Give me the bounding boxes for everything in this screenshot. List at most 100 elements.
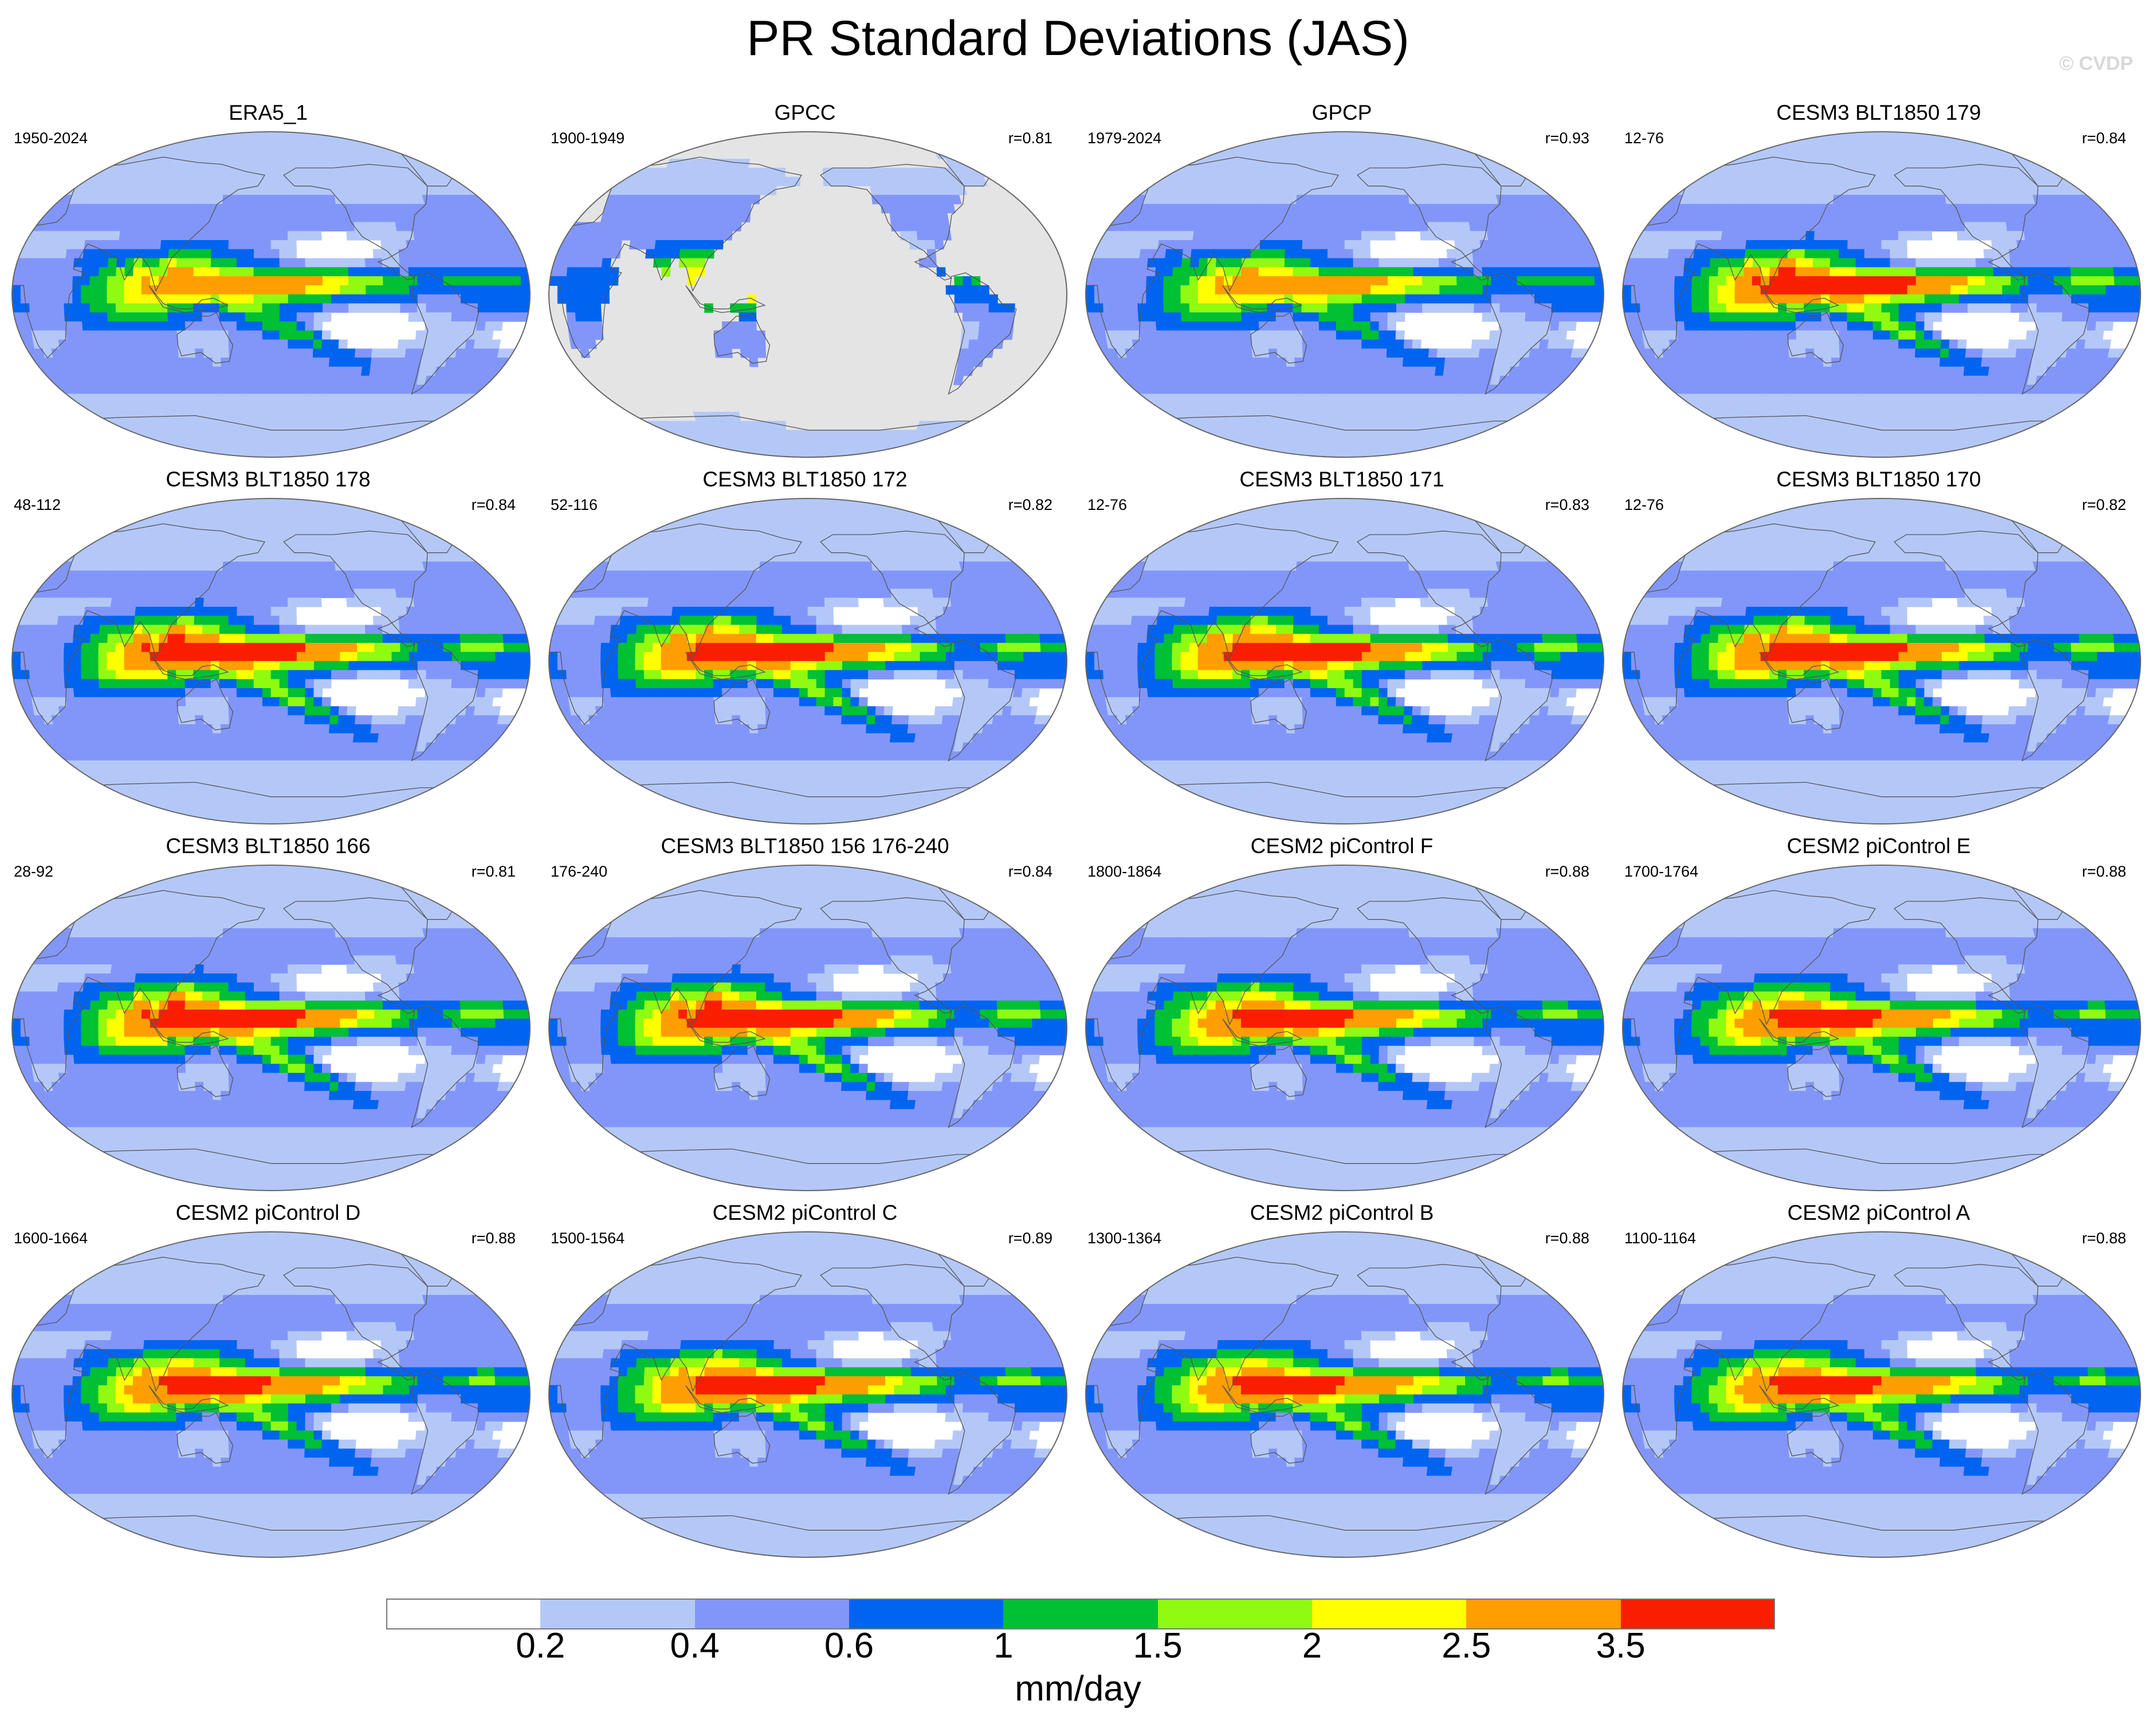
field-cell <box>32 186 45 195</box>
field-cell <box>294 375 304 386</box>
field-cell <box>44 384 57 394</box>
field-cell <box>438 430 453 439</box>
field-cell <box>75 240 86 250</box>
coastline <box>948 272 1017 395</box>
field-cell <box>339 258 349 268</box>
field-cell <box>270 167 279 178</box>
field-cell <box>262 339 272 349</box>
field-cell <box>1401 366 1412 376</box>
field-cell <box>138 140 151 150</box>
field-cell <box>674 439 688 449</box>
field-cell <box>115 285 125 295</box>
field-cell <box>592 258 603 268</box>
field-cell <box>270 312 280 322</box>
field-cell <box>1447 267 1457 277</box>
field-cell <box>708 213 718 223</box>
field-cell <box>1336 222 1345 231</box>
field-cell <box>1561 167 1575 178</box>
field-cell <box>1336 213 1345 223</box>
field-cell <box>590 430 606 439</box>
coastline <box>685 285 766 313</box>
field-cell <box>64 285 73 295</box>
field-cell <box>327 375 337 386</box>
field-cell <box>1094 285 1103 295</box>
field-cell <box>187 222 197 231</box>
field-cell <box>81 303 91 313</box>
field-cell <box>97 430 111 439</box>
field-cell <box>1134 430 1150 439</box>
field-cell <box>253 285 263 295</box>
field-cell <box>200 176 210 186</box>
field-cell <box>1129 258 1140 268</box>
field-cell <box>1242 240 1252 250</box>
field-cell <box>1507 132 1526 142</box>
field-cell <box>36 176 50 186</box>
field-cell <box>1172 321 1183 331</box>
field-cell <box>1385 213 1395 223</box>
world-map <box>1622 131 2141 458</box>
field-cell <box>1185 222 1196 231</box>
field-cell <box>1386 358 1396 367</box>
field-cell <box>211 339 221 349</box>
field-cell <box>1448 285 1458 295</box>
field-cell <box>288 330 297 340</box>
field-cell <box>1535 402 1549 413</box>
field-cell <box>460 294 470 304</box>
field-cell <box>279 222 288 231</box>
field-cell <box>238 384 248 394</box>
field-cell <box>1361 231 1370 241</box>
field-cell <box>807 439 815 449</box>
field-cell <box>907 222 917 231</box>
field-cell <box>1351 439 1359 449</box>
field-cell <box>302 394 311 403</box>
field-cell <box>89 267 100 277</box>
coastline <box>1357 164 1502 281</box>
field-cell <box>170 447 184 457</box>
field-cell <box>227 312 237 322</box>
field-cell <box>167 294 176 304</box>
field-cell <box>103 222 114 231</box>
field-cell <box>701 447 714 457</box>
field-cell <box>621 421 635 431</box>
field-cell <box>1206 276 1216 286</box>
field-cell <box>1494 132 1512 142</box>
field-cell <box>466 421 481 431</box>
field-cell <box>1212 366 1222 376</box>
field-cell <box>1328 186 1337 195</box>
field-cell <box>167 312 177 322</box>
field-cell <box>285 421 294 431</box>
field-cell <box>202 249 212 259</box>
field-cell <box>22 366 34 376</box>
field-cell <box>305 312 315 322</box>
field-cell <box>172 375 183 386</box>
field-cell <box>226 158 235 168</box>
field-cell <box>1329 158 1338 168</box>
field-cell <box>511 312 521 322</box>
field-cell <box>89 285 99 295</box>
field-cell <box>822 430 830 439</box>
field-cell <box>1370 285 1380 295</box>
field-cell <box>947 439 962 449</box>
field-cell <box>1154 303 1164 313</box>
field-cell <box>1293 258 1302 268</box>
field-cell <box>1421 258 1431 268</box>
field-cell <box>238 375 248 386</box>
field-cell <box>233 421 242 431</box>
field-cell <box>1387 339 1396 349</box>
field-cell <box>1310 339 1320 349</box>
field-cell <box>424 430 438 439</box>
field-cell <box>940 222 951 231</box>
field-cell <box>156 375 166 386</box>
field-cell <box>289 447 298 457</box>
field-cell <box>1433 375 1444 386</box>
field-cell <box>1344 321 1354 331</box>
field-cell <box>1403 348 1413 358</box>
field-cell <box>256 430 265 439</box>
field-cell <box>287 366 296 376</box>
field-cell <box>1144 447 1164 457</box>
field-cell <box>117 249 127 259</box>
field-cell <box>1383 402 1392 413</box>
field-cell <box>1385 366 1395 376</box>
field-cell <box>270 358 280 367</box>
field-cell <box>1584 258 1594 268</box>
